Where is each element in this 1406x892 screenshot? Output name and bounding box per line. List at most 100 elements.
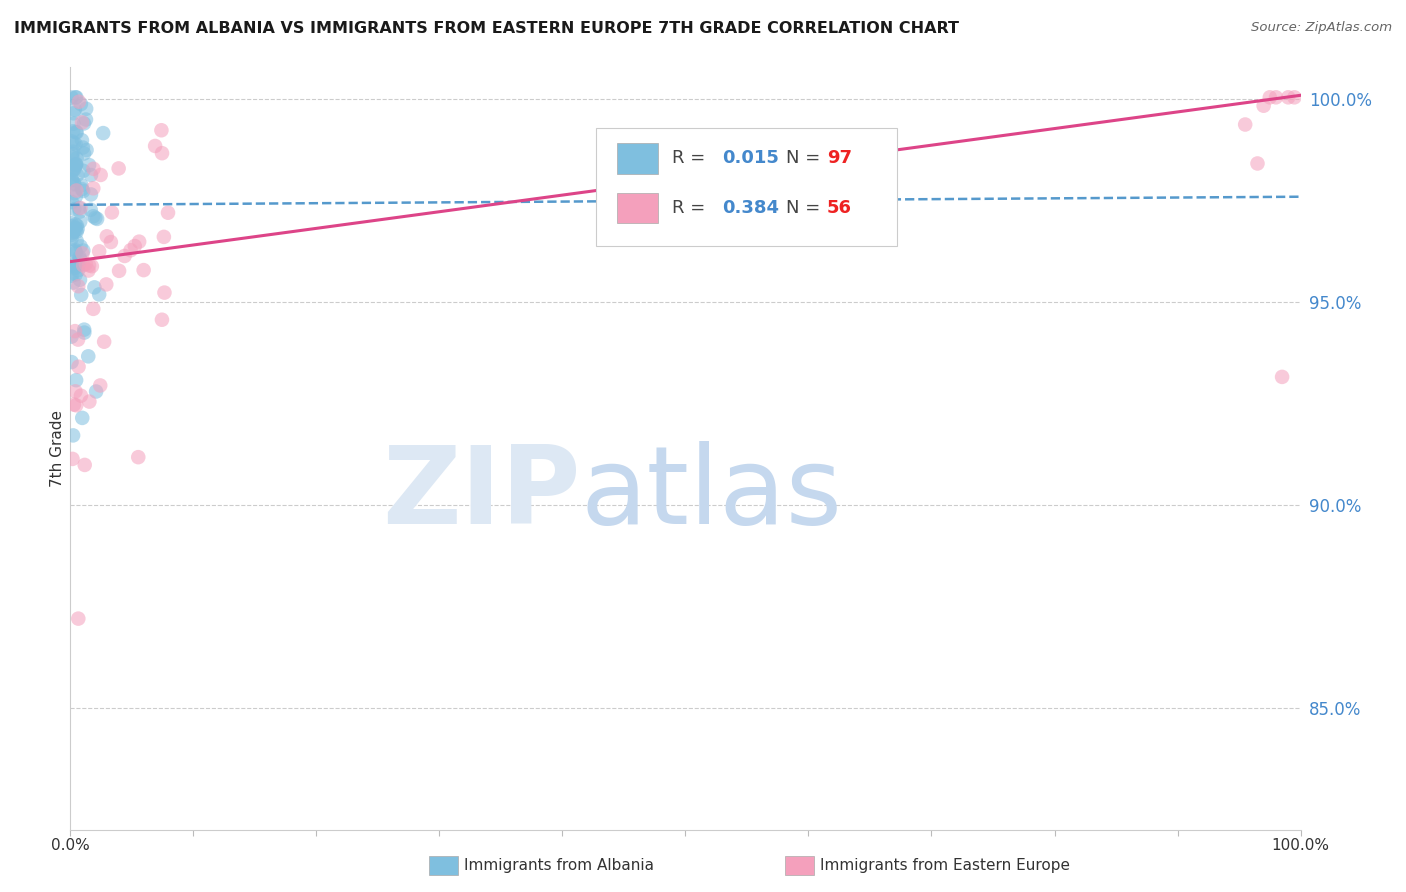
Point xyxy=(69,273,91,287)
Point xyxy=(66,219,89,233)
Text: Immigrants from Eastern Europe: Immigrants from Eastern Europe xyxy=(820,858,1070,872)
Point xyxy=(70,288,93,302)
Point xyxy=(80,187,103,202)
Point xyxy=(72,164,94,178)
Point xyxy=(60,172,83,186)
FancyBboxPatch shape xyxy=(616,193,658,223)
Text: N =: N = xyxy=(786,199,827,217)
Point xyxy=(153,285,176,300)
Point xyxy=(80,202,103,217)
Point xyxy=(82,209,104,223)
Point xyxy=(101,205,124,219)
Point xyxy=(84,384,107,399)
Point xyxy=(69,204,91,219)
Point xyxy=(65,90,87,104)
Point xyxy=(76,143,98,157)
Point xyxy=(114,249,136,263)
Point xyxy=(66,125,89,139)
Text: 0.0%: 0.0% xyxy=(51,838,90,853)
Point xyxy=(63,258,86,272)
Point xyxy=(70,389,93,403)
Point xyxy=(107,161,129,176)
Text: N =: N = xyxy=(786,150,827,168)
Text: 56: 56 xyxy=(827,199,852,217)
Point xyxy=(66,152,89,166)
Point xyxy=(65,398,87,412)
Point xyxy=(70,133,93,147)
Point xyxy=(93,334,115,349)
Point xyxy=(91,126,114,140)
Point xyxy=(62,136,84,150)
Point xyxy=(75,102,97,116)
Point xyxy=(67,279,90,293)
Point xyxy=(72,410,94,425)
Point xyxy=(1265,90,1288,104)
Point xyxy=(60,329,83,343)
Point xyxy=(66,168,89,182)
Point xyxy=(73,323,96,337)
Point xyxy=(1277,90,1299,104)
Point xyxy=(60,90,83,104)
Point xyxy=(70,178,93,193)
Point xyxy=(62,117,84,131)
Point xyxy=(62,276,84,290)
Point xyxy=(60,150,83,164)
Point xyxy=(90,168,112,182)
Point xyxy=(143,139,166,153)
Point xyxy=(156,205,179,219)
Text: 0.015: 0.015 xyxy=(723,150,779,168)
Text: IMMIGRANTS FROM ALBANIA VS IMMIGRANTS FROM EASTERN EUROPE 7TH GRADE CORRELATION : IMMIGRANTS FROM ALBANIA VS IMMIGRANTS FR… xyxy=(14,21,959,36)
Text: ZIP: ZIP xyxy=(382,441,581,547)
Point xyxy=(62,451,84,466)
Point xyxy=(60,216,83,230)
Point xyxy=(75,112,97,127)
Point xyxy=(86,211,108,226)
Point xyxy=(89,244,111,259)
Point xyxy=(60,232,83,246)
Point xyxy=(83,280,105,294)
FancyBboxPatch shape xyxy=(596,128,897,246)
Point xyxy=(62,145,84,159)
Point xyxy=(89,287,111,301)
Point xyxy=(153,230,176,244)
Point xyxy=(69,239,91,253)
Point xyxy=(150,312,173,326)
Text: R =: R = xyxy=(672,150,711,168)
Point xyxy=(62,106,84,120)
Point xyxy=(66,222,89,236)
Text: 97: 97 xyxy=(827,150,852,168)
Point xyxy=(80,259,103,273)
Point xyxy=(65,90,87,104)
Point xyxy=(65,245,87,260)
Text: 0.384: 0.384 xyxy=(723,199,779,217)
Point xyxy=(75,257,97,271)
Point xyxy=(70,97,93,112)
Point xyxy=(60,219,83,234)
Point xyxy=(63,176,86,190)
Point xyxy=(69,250,91,264)
Point xyxy=(120,244,142,258)
Point xyxy=(62,162,84,177)
Point xyxy=(65,218,87,232)
Point xyxy=(82,181,104,195)
Point xyxy=(72,140,94,154)
Point xyxy=(66,234,89,248)
Text: Immigrants from Albania: Immigrants from Albania xyxy=(464,858,654,872)
Point xyxy=(65,223,87,237)
Point xyxy=(96,229,118,244)
Point xyxy=(96,277,118,292)
Point xyxy=(89,378,111,392)
Point xyxy=(82,301,104,316)
Point xyxy=(108,264,131,278)
FancyBboxPatch shape xyxy=(616,143,658,174)
Point xyxy=(72,244,94,258)
Point xyxy=(65,189,87,203)
Point xyxy=(62,163,84,178)
Point xyxy=(65,125,87,139)
Point xyxy=(70,115,93,129)
Point xyxy=(73,146,96,161)
Point xyxy=(63,178,86,192)
Point xyxy=(60,173,83,187)
Point xyxy=(150,146,173,161)
Point xyxy=(72,184,94,198)
